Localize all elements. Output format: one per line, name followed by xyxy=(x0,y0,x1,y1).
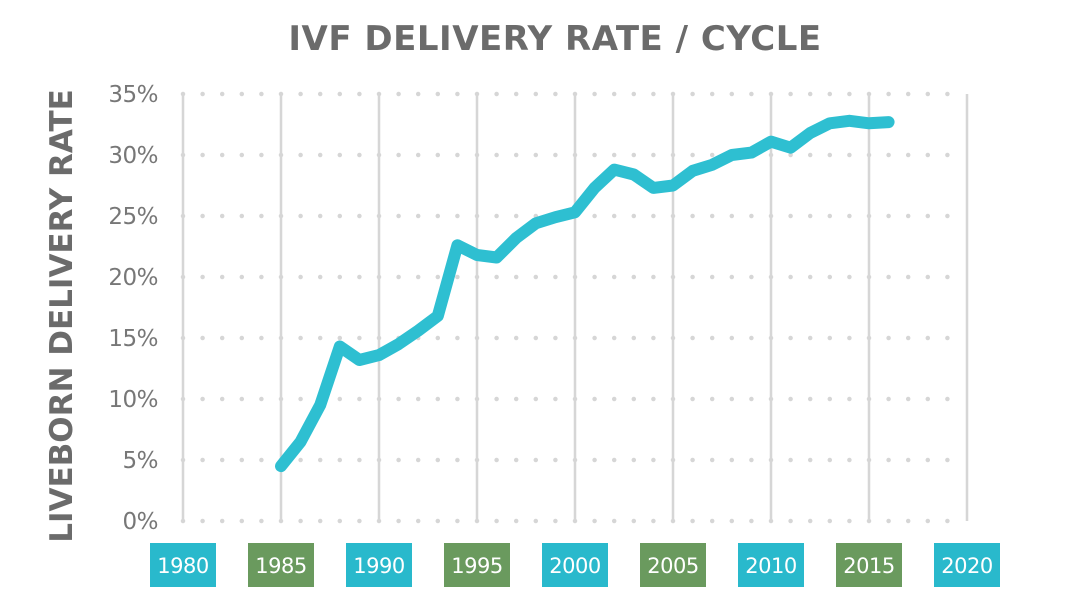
data-point xyxy=(437,315,439,317)
data-point xyxy=(672,185,674,186)
x-tick-label: 1980 xyxy=(157,554,208,578)
data-point xyxy=(554,216,556,218)
y-tick-label: 25% xyxy=(108,204,158,230)
y-tick-label: 30% xyxy=(108,143,158,169)
x-tick-label: 2020 xyxy=(941,554,992,578)
x-tick-box xyxy=(346,543,412,587)
x-tick-box xyxy=(640,543,706,587)
data-point xyxy=(809,132,811,134)
data-point xyxy=(731,154,733,156)
x-tick-box xyxy=(934,543,1000,587)
x-tick-label: 2005 xyxy=(647,554,698,578)
data-point xyxy=(378,354,380,356)
data-point xyxy=(868,122,870,124)
data-point xyxy=(848,120,850,122)
data-point xyxy=(535,222,537,224)
data-point xyxy=(652,187,654,189)
x-tick-label: 2010 xyxy=(745,554,796,578)
y-tick-label: 20% xyxy=(108,265,158,291)
data-point xyxy=(339,346,341,348)
series-line xyxy=(275,114,895,473)
y-axis-label: LIVEBORN DELIVERY RATE xyxy=(44,89,80,543)
series xyxy=(275,114,895,473)
data-point xyxy=(300,441,302,443)
data-point xyxy=(770,141,772,143)
x-axis-ticks: 1980 1985 1990 1995 2000 2005 2010 2015 2020 xyxy=(150,543,1000,587)
x-tick-label: 1990 xyxy=(353,554,404,578)
y-tick-label: 35% xyxy=(108,82,158,108)
y-tick-label: 5% xyxy=(123,448,159,474)
y-axis-ticks: 0% 5% 10% 15% 20% 25% 30% 35% xyxy=(108,82,158,535)
data-point xyxy=(613,169,615,171)
data-point xyxy=(476,254,478,256)
data-point xyxy=(711,164,713,166)
data-point xyxy=(496,256,498,258)
data-point xyxy=(750,152,752,154)
data-point xyxy=(888,121,890,123)
data-point xyxy=(594,187,596,189)
data-point xyxy=(280,465,282,467)
x-tick-box xyxy=(150,543,216,587)
data-point xyxy=(515,237,517,239)
data-point xyxy=(417,330,419,332)
data-point xyxy=(456,244,458,246)
data-point xyxy=(790,147,792,149)
x-tick-box xyxy=(444,543,510,587)
data-point xyxy=(319,404,321,406)
y-tick-label: 15% xyxy=(108,326,158,352)
data-point xyxy=(574,211,576,213)
x-tick-label: 2000 xyxy=(549,554,600,578)
x-tick-label: 1985 xyxy=(255,554,306,578)
y-tick-label: 10% xyxy=(108,387,158,413)
data-point xyxy=(358,359,360,361)
x-tick-box xyxy=(836,543,902,587)
data-point xyxy=(633,174,635,176)
x-tick-box xyxy=(248,543,314,587)
data-point xyxy=(692,170,694,172)
y-tick-label: 0% xyxy=(123,509,159,535)
x-tick-box xyxy=(542,543,608,587)
chart-title: IVF DELIVERY RATE / CYCLE xyxy=(288,19,821,59)
data-point xyxy=(398,343,400,345)
x-tick-label: 2015 xyxy=(843,554,894,578)
grid xyxy=(180,91,970,524)
data-point xyxy=(829,122,831,124)
x-tick-label: 1995 xyxy=(451,554,502,578)
x-tick-box xyxy=(738,543,804,587)
